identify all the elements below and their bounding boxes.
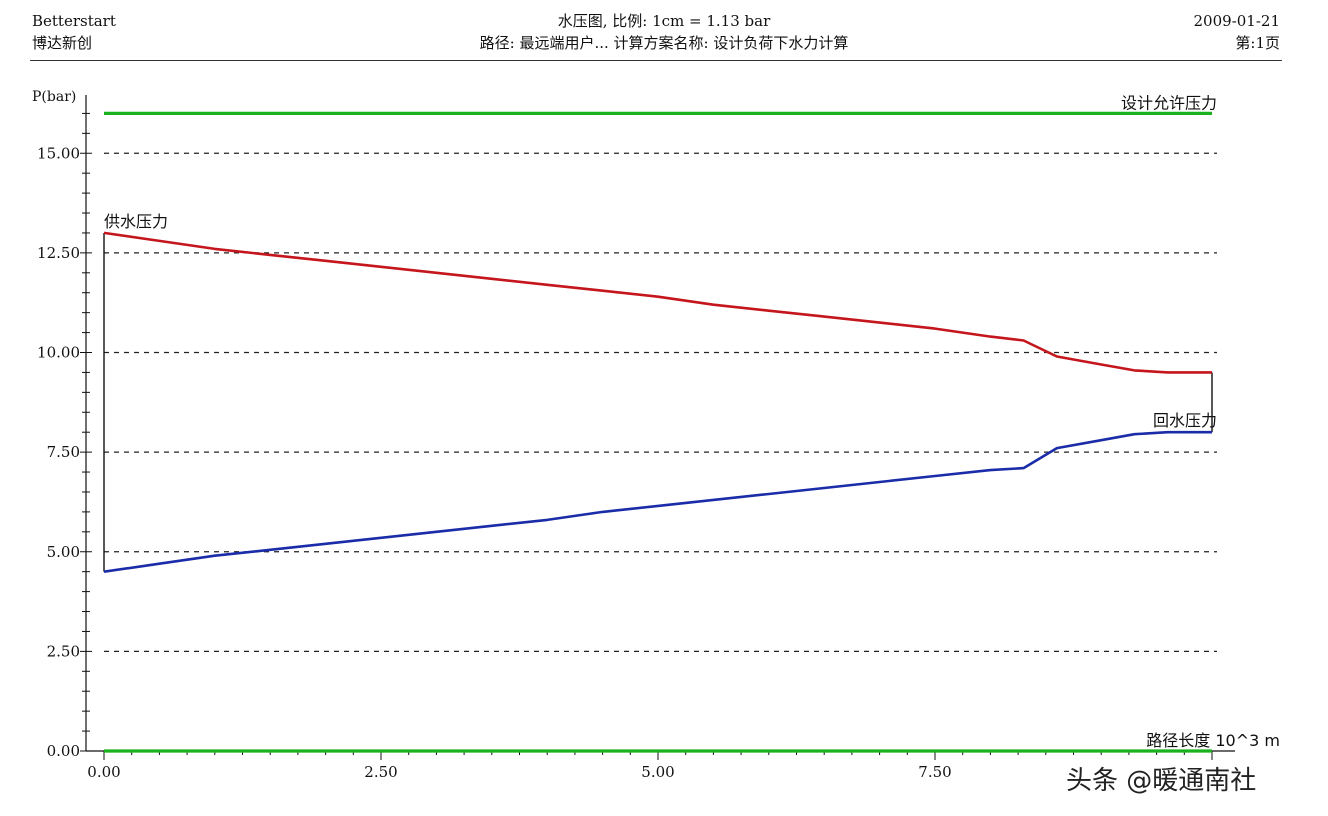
- axes: [80, 95, 1235, 760]
- x-axis-title: 路径长度 10^3 m: [1146, 731, 1280, 750]
- supply-pressure-label: 供水压力: [104, 212, 168, 231]
- x-tick-label: 7.50: [918, 763, 951, 781]
- y-tick-label: 5.00: [47, 543, 80, 561]
- chart-subtitle: 路径: 最远端用户... 计算方案名称: 设计负荷下水力计算: [479, 34, 849, 52]
- y-tick-label: 12.50: [37, 244, 80, 262]
- x-tick-label: 5.00: [641, 763, 674, 781]
- header-company-name: 博达新创: [32, 34, 93, 52]
- header-divider: [30, 60, 1282, 61]
- x-tick-label: 2.50: [364, 763, 397, 781]
- watermark: 头条 @暖通南社: [1066, 766, 1257, 796]
- supply-pressure-line: [103, 231, 1212, 374]
- return-pressure-label: 回水压力: [1153, 411, 1217, 430]
- y-tick-label: 7.50: [47, 443, 80, 461]
- series: [103, 111, 1213, 753]
- header-date: 2009-01-21: [1193, 12, 1280, 30]
- y-axis-title: P(bar): [32, 89, 76, 105]
- header-app-name: Betterstart: [32, 12, 116, 30]
- y-tick-label: 2.50: [47, 642, 80, 660]
- y-tick-label: 15.00: [37, 144, 80, 162]
- x-tick-label: 0.00: [87, 763, 120, 781]
- chart-title: 水压图, 比例: 1cm = 1.13 bar: [557, 12, 771, 30]
- labels: 0.00 2.50 5.00 7.50 10.00 12.50 15.00 P(bar) 0.0…: [32, 89, 1280, 781]
- return-pressure-line: [103, 430, 1212, 573]
- y-tick-label: 10.00: [37, 344, 80, 362]
- y-tick-label: 0.00: [47, 742, 80, 760]
- grid: [104, 152, 1217, 653]
- design-allowed-pressure-label: 设计允许压力: [1121, 93, 1217, 112]
- header-page-number: 第:1页: [1235, 34, 1280, 52]
